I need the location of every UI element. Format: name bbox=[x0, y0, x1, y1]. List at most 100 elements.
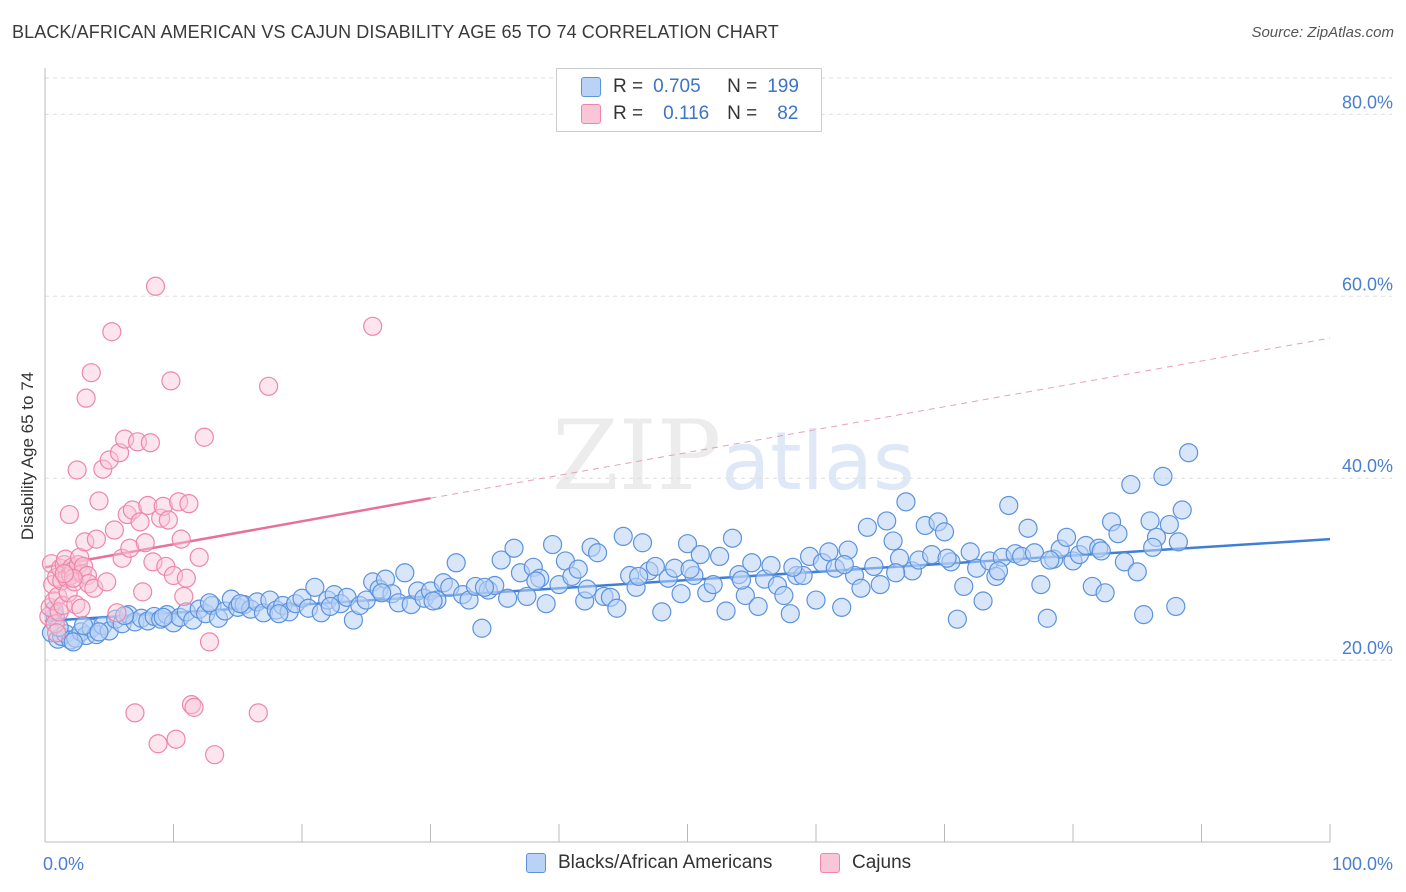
bottom-legend-cajuns: Cajuns bbox=[820, 852, 911, 874]
point-blacks bbox=[1018, 518, 1038, 538]
point-cajuns bbox=[176, 568, 196, 588]
point-cajuns bbox=[138, 495, 158, 516]
trend-extension-cajuns bbox=[430, 337, 1331, 499]
point-blacks bbox=[446, 553, 466, 573]
point-cajuns bbox=[143, 552, 163, 572]
point-cajuns bbox=[161, 371, 181, 391]
point-blacks bbox=[1121, 474, 1141, 495]
point-blacks bbox=[1172, 500, 1192, 520]
point-cajuns bbox=[151, 508, 171, 528]
point-blacks bbox=[1091, 541, 1111, 561]
point-cajuns bbox=[199, 632, 220, 652]
trend-line-cajuns bbox=[44, 496, 431, 569]
point-cajuns bbox=[171, 529, 191, 549]
point-blacks bbox=[832, 597, 852, 617]
point-cajuns bbox=[48, 586, 68, 607]
legend-swatch-blacks bbox=[581, 77, 601, 97]
point-blacks bbox=[973, 591, 993, 611]
legend-n-label: N = bbox=[727, 76, 758, 97]
point-blacks bbox=[320, 596, 340, 617]
point-blacks bbox=[774, 585, 794, 606]
point-cajuns bbox=[59, 504, 80, 525]
bottom-legend-blacks: Blacks/African Americans bbox=[526, 852, 772, 874]
legend-n-value: 199 bbox=[767, 76, 799, 97]
point-blacks bbox=[680, 559, 700, 579]
point-blacks bbox=[742, 553, 762, 573]
point-blacks bbox=[613, 526, 633, 547]
point-cajuns bbox=[104, 520, 124, 540]
data-points bbox=[39, 276, 1199, 765]
point-cajuns bbox=[125, 703, 145, 723]
point-blacks bbox=[568, 559, 588, 579]
point-blacks bbox=[1166, 596, 1186, 617]
point-blacks bbox=[780, 604, 800, 624]
point-blacks bbox=[819, 542, 839, 562]
point-blacks bbox=[652, 602, 672, 622]
legend: R = 0.705 N = 199 R = 0.116 N = 82 bbox=[556, 68, 822, 132]
point-blacks bbox=[806, 590, 826, 610]
point-cajuns bbox=[184, 697, 204, 717]
point-cajuns bbox=[71, 598, 91, 618]
point-blacks bbox=[1040, 550, 1060, 570]
point-cajuns bbox=[102, 322, 122, 342]
x-tick-label: 0.0% bbox=[43, 854, 84, 874]
point-cajuns bbox=[179, 494, 199, 514]
point-blacks bbox=[577, 579, 597, 599]
point-blacks bbox=[587, 543, 608, 563]
point-blacks bbox=[783, 557, 803, 577]
point-cajuns bbox=[54, 564, 74, 584]
point-blacks bbox=[356, 590, 376, 610]
y-tick-label: 20.0% bbox=[1342, 638, 1393, 658]
point-blacks bbox=[761, 555, 781, 576]
point-blacks bbox=[269, 604, 289, 624]
legend-r-label: R = bbox=[613, 103, 644, 124]
bottom-legend-label: Blacks/African Americans bbox=[558, 852, 773, 873]
point-blacks bbox=[1031, 575, 1051, 595]
point-blacks bbox=[1143, 537, 1163, 557]
point-blacks bbox=[748, 596, 768, 617]
point-cajuns bbox=[107, 603, 127, 623]
point-cajuns bbox=[174, 586, 194, 607]
point-blacks bbox=[372, 583, 392, 603]
point-blacks bbox=[491, 550, 511, 570]
point-blacks bbox=[703, 575, 723, 595]
axis-labels: 20.0% 40.0% 60.0% 80.0% 0.0% 100.0% Disability… bbox=[18, 92, 1393, 874]
point-cajuns bbox=[133, 582, 153, 602]
point-blacks bbox=[1037, 608, 1057, 628]
point-blacks bbox=[1095, 583, 1115, 603]
point-blacks bbox=[1179, 443, 1199, 463]
point-cajuns bbox=[145, 276, 166, 296]
point-cajuns bbox=[63, 568, 83, 588]
legend-row-blacks: R = 0.705 N = 199 bbox=[581, 75, 799, 99]
point-cajuns bbox=[248, 703, 268, 723]
point-blacks bbox=[1024, 543, 1045, 563]
point-blacks bbox=[542, 534, 563, 555]
point-cajuns bbox=[140, 433, 160, 453]
point-blacks bbox=[960, 542, 980, 562]
point-cajuns bbox=[166, 729, 186, 749]
point-blacks bbox=[1056, 527, 1077, 547]
point-blacks bbox=[230, 594, 250, 614]
point-blacks bbox=[395, 563, 415, 583]
point-blacks bbox=[864, 556, 884, 577]
point-cajuns bbox=[89, 491, 109, 511]
point-blacks bbox=[199, 593, 220, 613]
point-blacks bbox=[517, 586, 537, 607]
y-axis-label: Disability Age 65 to 74 bbox=[18, 372, 37, 540]
point-cajuns bbox=[181, 695, 202, 715]
point-blacks bbox=[1168, 532, 1188, 552]
y-tick-label: 40.0% bbox=[1342, 456, 1393, 476]
legend-n-label: N = bbox=[727, 103, 758, 124]
bottom-legend-label: Cajuns bbox=[852, 852, 912, 873]
point-blacks bbox=[115, 605, 135, 626]
point-blacks bbox=[89, 622, 109, 642]
point-blacks bbox=[937, 548, 957, 568]
gridlines bbox=[45, 77, 1392, 661]
point-cajuns bbox=[46, 623, 67, 643]
point-blacks bbox=[1108, 524, 1128, 544]
bottom-swatch-blacks bbox=[526, 853, 546, 873]
axes bbox=[44, 68, 1331, 843]
point-blacks bbox=[474, 577, 495, 597]
point-blacks bbox=[690, 544, 710, 565]
